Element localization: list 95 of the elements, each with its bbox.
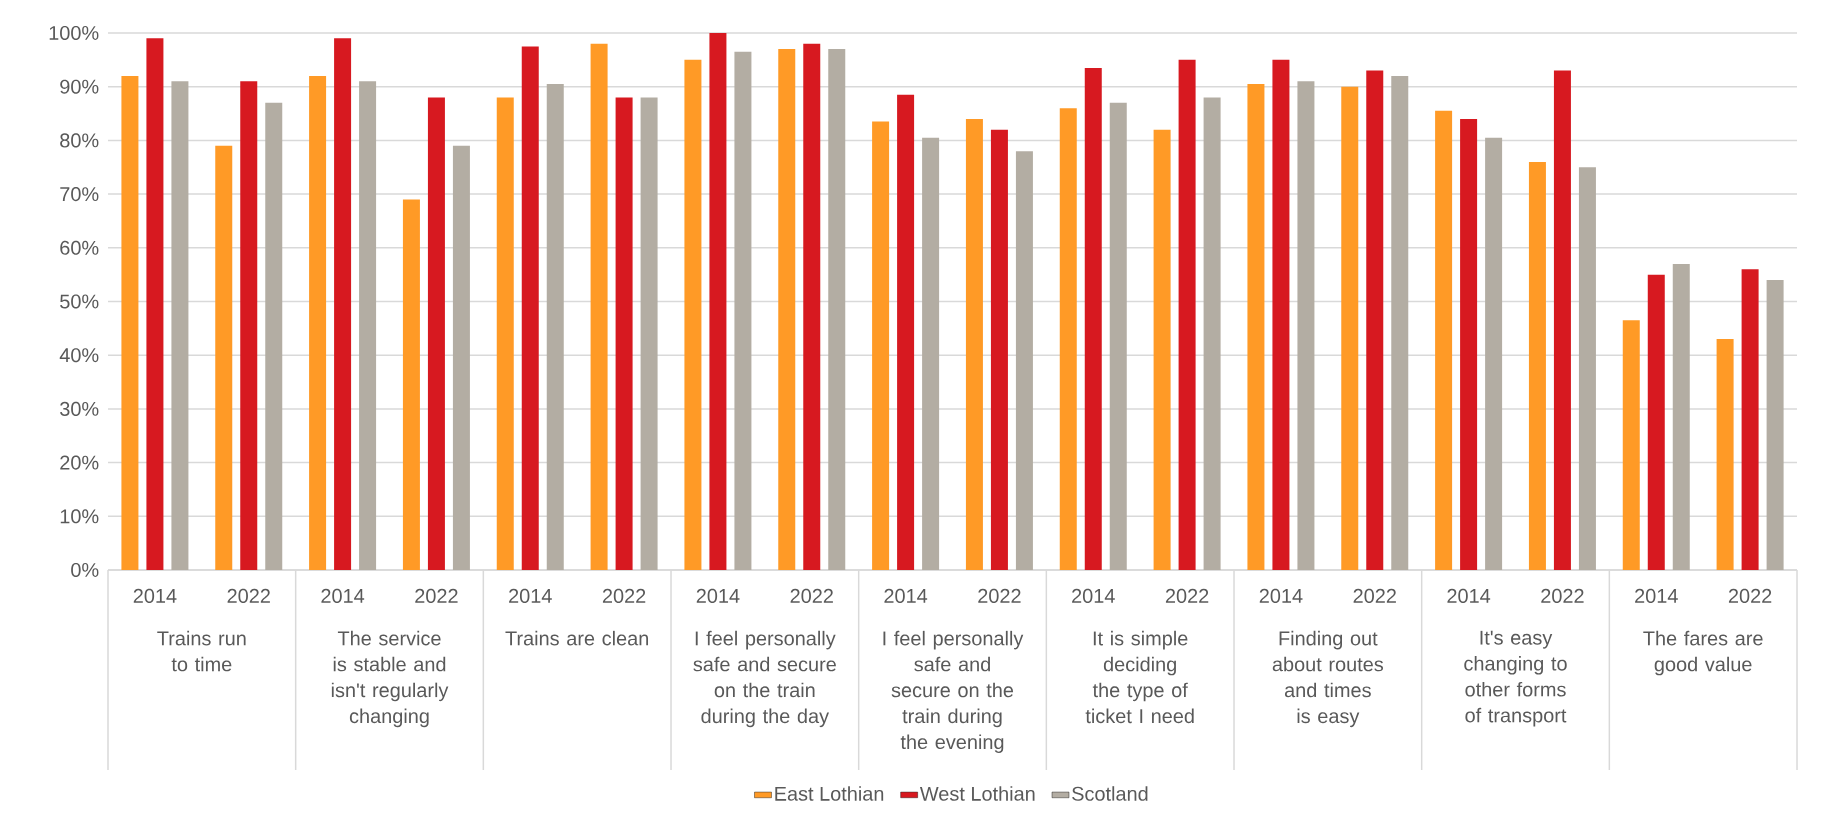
text: It is simple deciding the type of ticket I need	[1085, 630, 1194, 724]
y-tick-label: 0%	[71, 562, 99, 578]
y-tick-label: 30%	[60, 401, 99, 416]
bar	[640, 97, 658, 570]
bar	[1109, 102, 1127, 570]
text: It's easy changing to other forms of transport	[1464, 630, 1567, 727]
bar	[1084, 67, 1102, 570]
bar	[452, 145, 470, 570]
bar	[778, 49, 796, 570]
bar	[1203, 97, 1221, 570]
y-tick-label: 100%	[49, 25, 99, 41]
y-tick-label: 40%	[59, 348, 99, 363]
bar	[240, 81, 258, 570]
text: Trains are clean	[505, 630, 649, 646]
bar	[1178, 59, 1196, 570]
bar	[897, 94, 915, 570]
bar	[1460, 118, 1478, 570]
x-tick-label: 2014	[321, 588, 365, 603]
bar	[1716, 339, 1734, 570]
x-tick-label: 2014	[1635, 588, 1678, 603]
bar	[1528, 161, 1546, 570]
bar	[1435, 110, 1453, 570]
x-tick-label: 2022	[1728, 588, 1772, 603]
bar	[546, 84, 564, 570]
bar	[121, 75, 139, 570]
text: The fares are good value	[1643, 630, 1763, 676]
x-tick-label: 2014	[133, 588, 177, 603]
bar	[521, 46, 539, 570]
bar	[615, 97, 633, 570]
bar	[1247, 84, 1265, 570]
legend-label: West Lothian	[919, 786, 1035, 801]
text: I feel personally safe and secure on the train during the evening	[883, 630, 1024, 754]
text: Finding out about routes and times is easy	[1272, 630, 1384, 728]
bar	[171, 81, 189, 570]
bar	[1647, 274, 1665, 570]
bar	[803, 43, 821, 570]
text: The service is stable and isn't regularly changing	[331, 630, 449, 728]
bar	[734, 51, 752, 570]
bar	[146, 38, 164, 570]
bar	[922, 137, 940, 570]
legend-label: Scotland	[1072, 786, 1148, 801]
bar	[215, 145, 233, 570]
bar	[1766, 280, 1784, 570]
bar	[1153, 129, 1171, 570]
y-tick-label: 50%	[60, 294, 99, 309]
y-tick-label: 90%	[60, 79, 99, 94]
x-tick-label: 2022	[602, 588, 646, 603]
y-tick-label: 80%	[60, 133, 99, 148]
bar	[1578, 167, 1596, 570]
bar	[265, 102, 283, 570]
bar	[1485, 137, 1503, 570]
x-tick-label: 2022	[978, 588, 1021, 603]
x-tick-label: 2014	[1447, 588, 1491, 603]
x-tick-label: 2022	[1353, 588, 1396, 603]
bar	[590, 43, 608, 570]
bar	[334, 38, 352, 570]
bar	[1741, 269, 1759, 570]
x-tick-label: 2014	[509, 588, 552, 603]
bar	[872, 121, 890, 570]
bar	[402, 199, 420, 570]
bar	[990, 129, 1008, 570]
y-tick-label: 10%	[60, 509, 99, 524]
x-tick-label: 2014	[884, 588, 928, 603]
bar	[1553, 70, 1571, 570]
bar	[709, 32, 727, 570]
text: Trains run to time	[157, 630, 246, 672]
bar	[828, 49, 846, 570]
x-tick-label: 2022	[227, 588, 270, 603]
bar	[1272, 59, 1290, 570]
bar	[1297, 81, 1315, 570]
text: I feel personally safe and secure on the train during the day	[693, 630, 836, 728]
bar	[1622, 320, 1640, 570]
x-tick-label: 2022	[1541, 588, 1584, 603]
x-tick-label: 2014	[1072, 588, 1115, 603]
bar	[1059, 108, 1077, 570]
bar	[1341, 86, 1359, 570]
bar	[965, 118, 983, 570]
x-tick-label: 2014	[1259, 588, 1303, 603]
bar	[684, 59, 702, 570]
bar	[1015, 151, 1033, 570]
x-tick-label: 2022	[415, 588, 458, 603]
x-tick-label: 2022	[790, 588, 833, 603]
legend-label: East Lothian	[775, 786, 884, 801]
x-tick-label: 2022	[1165, 588, 1209, 603]
bar	[1391, 75, 1409, 570]
bar	[1672, 263, 1690, 570]
bar	[309, 75, 327, 570]
bar	[496, 97, 514, 570]
x-tick-label: 2014	[696, 588, 740, 603]
y-tick-label: 20%	[60, 455, 99, 470]
bar	[1366, 70, 1384, 570]
bar	[359, 81, 377, 570]
bar	[427, 97, 445, 570]
y-tick-label: 60%	[60, 240, 99, 255]
y-tick-label: 70%	[60, 187, 99, 202]
